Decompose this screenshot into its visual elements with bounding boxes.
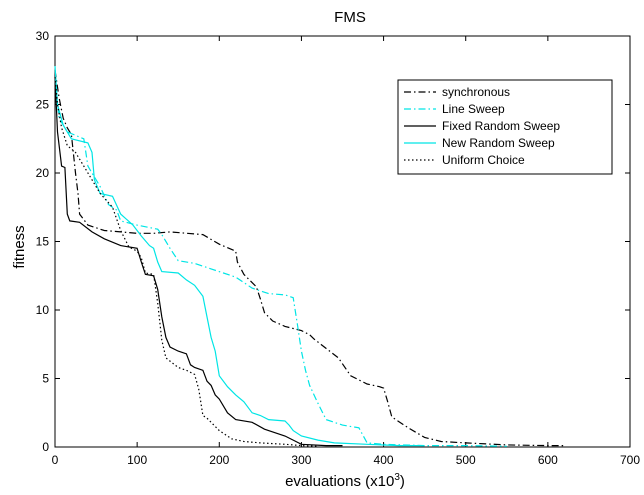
legend-label: Line Sweep bbox=[442, 102, 505, 116]
x-tick-label: 200 bbox=[209, 453, 229, 467]
series-line-synchronous bbox=[54, 70, 565, 447]
y-tick-label: 20 bbox=[36, 166, 50, 180]
x-tick-label: 600 bbox=[538, 453, 558, 467]
x-axis-title-end: ) bbox=[400, 473, 405, 490]
legend: synchronous Line Sweep Fixed Random Sweep N… bbox=[397, 79, 613, 175]
y-tick-label: 10 bbox=[36, 303, 50, 317]
legend-label: synchronous bbox=[442, 85, 510, 99]
chart-title: FMS bbox=[334, 9, 366, 26]
x-axis-title-superscript: 3 bbox=[394, 472, 400, 483]
x-axis-title-main: evaluations (x10 bbox=[285, 473, 394, 490]
series-layer bbox=[54, 66, 565, 447]
x-tick-label: 700 bbox=[620, 453, 640, 467]
y-tick-label: 30 bbox=[36, 29, 50, 43]
legend-box bbox=[397, 79, 613, 175]
x-tick-label: 500 bbox=[456, 453, 476, 467]
legend-label: Fixed Random Sweep bbox=[442, 119, 560, 133]
legend-label: New Random Sweep bbox=[442, 136, 555, 150]
x-tick-label: 400 bbox=[374, 453, 394, 467]
y-axis-title: fitness bbox=[11, 225, 28, 268]
series-line-fixed-random-sweep bbox=[54, 77, 343, 447]
x-axis-title: evaluations (x103) bbox=[285, 472, 405, 490]
y-tick-label: 5 bbox=[42, 372, 49, 386]
series-line-new-random-sweep bbox=[54, 66, 425, 447]
legend-label: Uniform Choice bbox=[442, 153, 525, 167]
series-line-line-sweep bbox=[54, 77, 507, 447]
y-tick-label: 25 bbox=[36, 98, 50, 112]
x-tick-label: 300 bbox=[291, 453, 311, 467]
y-axis-ticks: 0 5 10 15 20 25 30 bbox=[36, 29, 630, 454]
y-tick-label: 0 bbox=[42, 440, 49, 454]
x-axis-ticks: 0 100 200 300 400 500 600 700 bbox=[52, 36, 640, 467]
y-tick-label: 15 bbox=[36, 235, 50, 249]
x-tick-label: 0 bbox=[52, 453, 59, 467]
x-tick-label: 100 bbox=[127, 453, 147, 467]
